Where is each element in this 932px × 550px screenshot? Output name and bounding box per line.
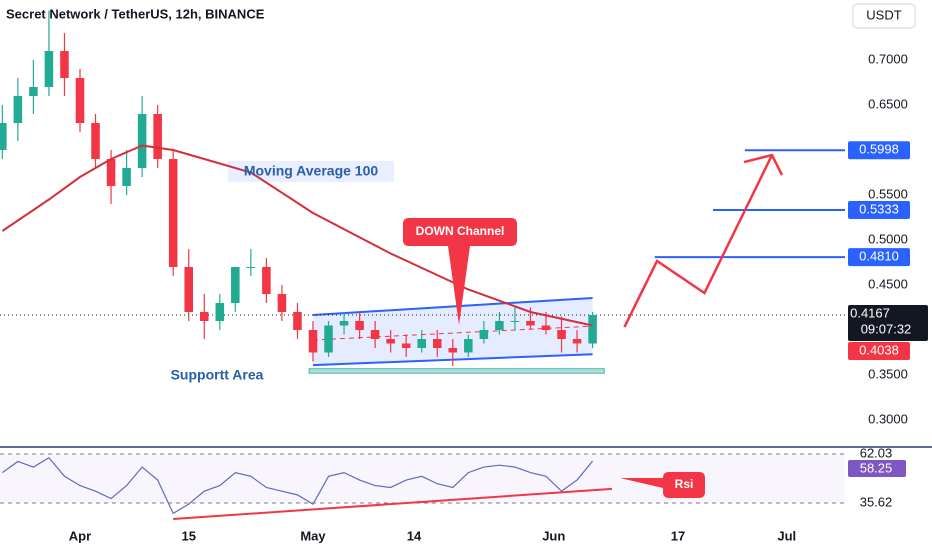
candle-body — [526, 320, 535, 326]
candle-body — [184, 267, 193, 312]
y-tick-label: 0.5000 — [868, 231, 908, 246]
candle-body — [588, 314, 597, 344]
candle-body — [293, 311, 302, 330]
candle-body — [495, 320, 504, 330]
candle-body — [91, 123, 100, 160]
rsi-callout — [620, 472, 705, 498]
level-tag — [848, 248, 910, 267]
ma-label: Moving Average 100 — [244, 163, 379, 179]
currency-box[interactable] — [852, 3, 916, 29]
rsi-line — [1, 456, 594, 515]
candle-body — [417, 338, 426, 348]
candle-body — [168, 159, 178, 267]
level-tag-text: 0.4810 — [859, 249, 899, 264]
rsi-level-label: 62.03 — [860, 445, 893, 460]
candle-body — [479, 329, 489, 339]
y-tick-label: 0.3000 — [868, 411, 908, 426]
candle-body — [29, 87, 38, 97]
candle-body — [153, 114, 162, 160]
channel-fill — [312, 297, 593, 366]
second-price: 0.4038 — [859, 342, 899, 357]
candle-body — [339, 320, 349, 326]
candle-body — [246, 267, 256, 268]
down-channel-callout — [403, 218, 517, 325]
level-tag-text: 0.5998 — [859, 142, 899, 157]
candle-body — [464, 338, 473, 353]
chart-title: Secret Network / TetherUS, 12h, BINANCE — [6, 6, 265, 21]
candle-body — [13, 96, 23, 124]
candle-body — [44, 51, 54, 88]
candle-body — [432, 338, 442, 348]
countdown: 09:07:32 — [861, 321, 912, 336]
level-tag — [848, 141, 910, 160]
ma-label-box — [228, 161, 394, 182]
x-tick-label: 14 — [407, 528, 422, 543]
down-channel-label: DOWN Channel — [416, 224, 505, 238]
projection — [623, 154, 774, 328]
candle-body — [60, 51, 69, 79]
candle-body — [324, 325, 333, 353]
candle-body — [122, 168, 131, 187]
rsi-tag — [848, 459, 906, 477]
candle-body — [106, 159, 116, 187]
moving-average — [1, 144, 593, 327]
candle-body — [572, 338, 582, 344]
y-tick-label: 0.3500 — [868, 366, 908, 381]
rsi-level-label: 35.62 — [860, 494, 893, 509]
second-price-tag — [848, 341, 910, 360]
candle-body — [75, 78, 85, 124]
x-tick-label: Jun — [542, 528, 565, 543]
y-tick-label: 0.6500 — [868, 96, 908, 111]
rsi-band — [0, 453, 845, 503]
candle-body — [262, 267, 271, 294]
rsi-label: Rsi — [675, 477, 694, 491]
candle-body — [137, 114, 147, 169]
x-tick-label: 17 — [671, 528, 685, 543]
x-tick-label: May — [300, 528, 326, 543]
currency[interactable]: USDT — [866, 7, 901, 22]
level-tag — [848, 201, 910, 220]
candle-body — [199, 311, 209, 321]
candle-body — [541, 325, 551, 330]
x-tick-label: Apr — [69, 528, 91, 543]
support-label: Supportt Area — [171, 367, 264, 383]
x-tick-label: 15 — [181, 528, 195, 543]
candle-body — [215, 302, 225, 321]
x-tick-label: Jul — [777, 528, 796, 543]
candle-body — [231, 267, 240, 303]
y-tick-label: 0.7000 — [868, 51, 908, 66]
rsi-current: 58.25 — [860, 460, 893, 475]
candle-body — [510, 320, 520, 322]
rsi-trend — [173, 487, 613, 520]
last-price-tag — [848, 304, 928, 341]
level-tag-text: 0.5333 — [859, 201, 899, 216]
candle-body — [557, 329, 566, 339]
candle-body — [355, 320, 364, 330]
support-area — [308, 368, 605, 374]
candle-body — [448, 347, 458, 353]
candle-body — [370, 329, 380, 339]
projection-arrowhead — [743, 153, 784, 176]
candle-body — [308, 329, 318, 353]
candle-body — [0, 123, 7, 151]
candle-body — [401, 343, 411, 348]
y-tick-label: 0.4500 — [868, 276, 908, 291]
candle-body — [277, 293, 287, 312]
y-tick-label: 0.5500 — [868, 186, 908, 201]
candle-body — [386, 338, 395, 344]
last-price: 0.4167 — [850, 305, 890, 320]
